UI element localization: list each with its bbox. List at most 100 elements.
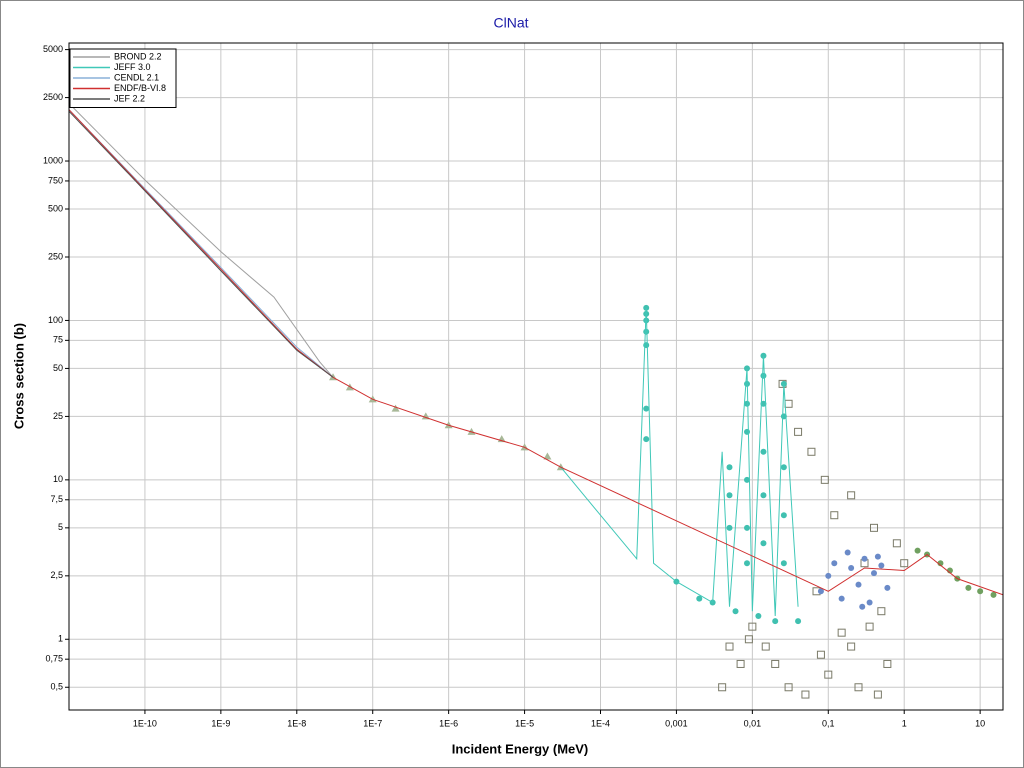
data-point [391, 404, 400, 412]
x-tick-label: 0,01 [744, 718, 762, 728]
data-point [847, 642, 856, 651]
y-tick-label: 0,75 [45, 654, 63, 664]
y-tick-label: 5 [58, 522, 63, 532]
x-tick-label: 1 [902, 718, 907, 728]
y-tick-label: 750 [48, 175, 63, 185]
y-tick-label: 7,5 [50, 494, 63, 504]
data-point [854, 683, 863, 692]
chart-title: ClNat [493, 15, 528, 31]
x-tick-label: 1E-8 [287, 718, 306, 728]
y-axis-label: Cross section (b) [11, 323, 26, 429]
y-tick-label: 50 [53, 363, 63, 373]
data-point [892, 539, 901, 548]
data-point [780, 512, 787, 519]
x-tick-label: 1E-7 [363, 718, 382, 728]
data-point [859, 603, 866, 610]
data-point [830, 511, 839, 520]
series-line [69, 103, 334, 378]
data-point [743, 560, 750, 567]
data-point [795, 618, 802, 625]
data-point [780, 464, 787, 471]
plot-border [68, 42, 1004, 711]
data-point [838, 595, 845, 602]
data-point [847, 491, 856, 500]
data-point [643, 405, 650, 412]
data-point [696, 595, 703, 602]
data-point [877, 607, 886, 616]
data-point [914, 547, 921, 554]
data-point [865, 622, 874, 631]
x-tick-label: 1E-5 [515, 718, 534, 728]
data-point [743, 476, 750, 483]
y-tick-label: 5000 [43, 44, 63, 54]
x-tick-label: 1E-10 [133, 718, 157, 728]
data-point [861, 555, 868, 562]
x-axis-label: Incident Energy (MeV) [452, 741, 589, 756]
y-tick-label: 2,5 [50, 570, 63, 580]
data-point [643, 328, 650, 335]
data-point [900, 559, 909, 568]
grid [65, 43, 1003, 714]
data-point [874, 553, 881, 560]
data-point [824, 670, 833, 679]
data-point [772, 618, 779, 625]
data-point [771, 659, 780, 668]
data-point [801, 690, 810, 699]
data-point [869, 523, 878, 532]
x-tick-label: 0,001 [665, 718, 688, 728]
data-point [977, 588, 984, 595]
data-point [744, 635, 753, 644]
y-tick-label: 1000 [43, 155, 63, 165]
data-point [743, 428, 750, 435]
y-tick-label: 10 [53, 474, 63, 484]
y-tick-label: 1 [58, 634, 63, 644]
data-point [780, 560, 787, 567]
data-point [726, 492, 733, 499]
data-point [937, 560, 944, 567]
data-point [820, 475, 829, 484]
plot-area [69, 103, 1003, 699]
legend-label: BROND 2.2 [114, 51, 162, 61]
data-point [755, 612, 762, 619]
data-point [873, 690, 882, 699]
data-point [794, 427, 803, 436]
data-point [743, 400, 750, 407]
data-point [543, 452, 552, 460]
legend-label: ENDF/B-VI.8 [114, 83, 166, 93]
series-line [69, 109, 1003, 596]
data-point [467, 427, 476, 435]
data-point [732, 608, 739, 615]
data-point [760, 540, 767, 547]
x-tick-label: 10 [975, 718, 985, 728]
legend-label: JEFF 3.0 [114, 62, 151, 72]
data-point [760, 492, 767, 499]
data-point [817, 588, 824, 595]
data-point [718, 683, 727, 692]
y-tick-label: 75 [53, 335, 63, 345]
y-tick-label: 250 [48, 251, 63, 261]
data-point [784, 683, 793, 692]
x-tick-label: 1E-9 [211, 718, 230, 728]
legend-label: JEF 2.2 [114, 93, 145, 103]
legend-label: CENDL 2.1 [114, 72, 159, 82]
data-point [807, 447, 816, 456]
x-tick-label: 1E-4 [591, 718, 610, 728]
data-point [825, 572, 832, 579]
data-point [855, 581, 862, 588]
data-point [837, 628, 846, 637]
data-point [848, 564, 855, 571]
y-tick-label: 500 [48, 203, 63, 213]
x-tick-label: 1E-6 [439, 718, 458, 728]
data-point [760, 372, 767, 379]
data-point [870, 570, 877, 577]
data-point [743, 524, 750, 531]
data-point [965, 584, 972, 591]
data-point [760, 448, 767, 455]
y-tick-label: 100 [48, 315, 63, 325]
series-line [69, 110, 334, 378]
data-point [990, 591, 997, 598]
data-point [760, 400, 767, 407]
data-point [761, 642, 770, 651]
